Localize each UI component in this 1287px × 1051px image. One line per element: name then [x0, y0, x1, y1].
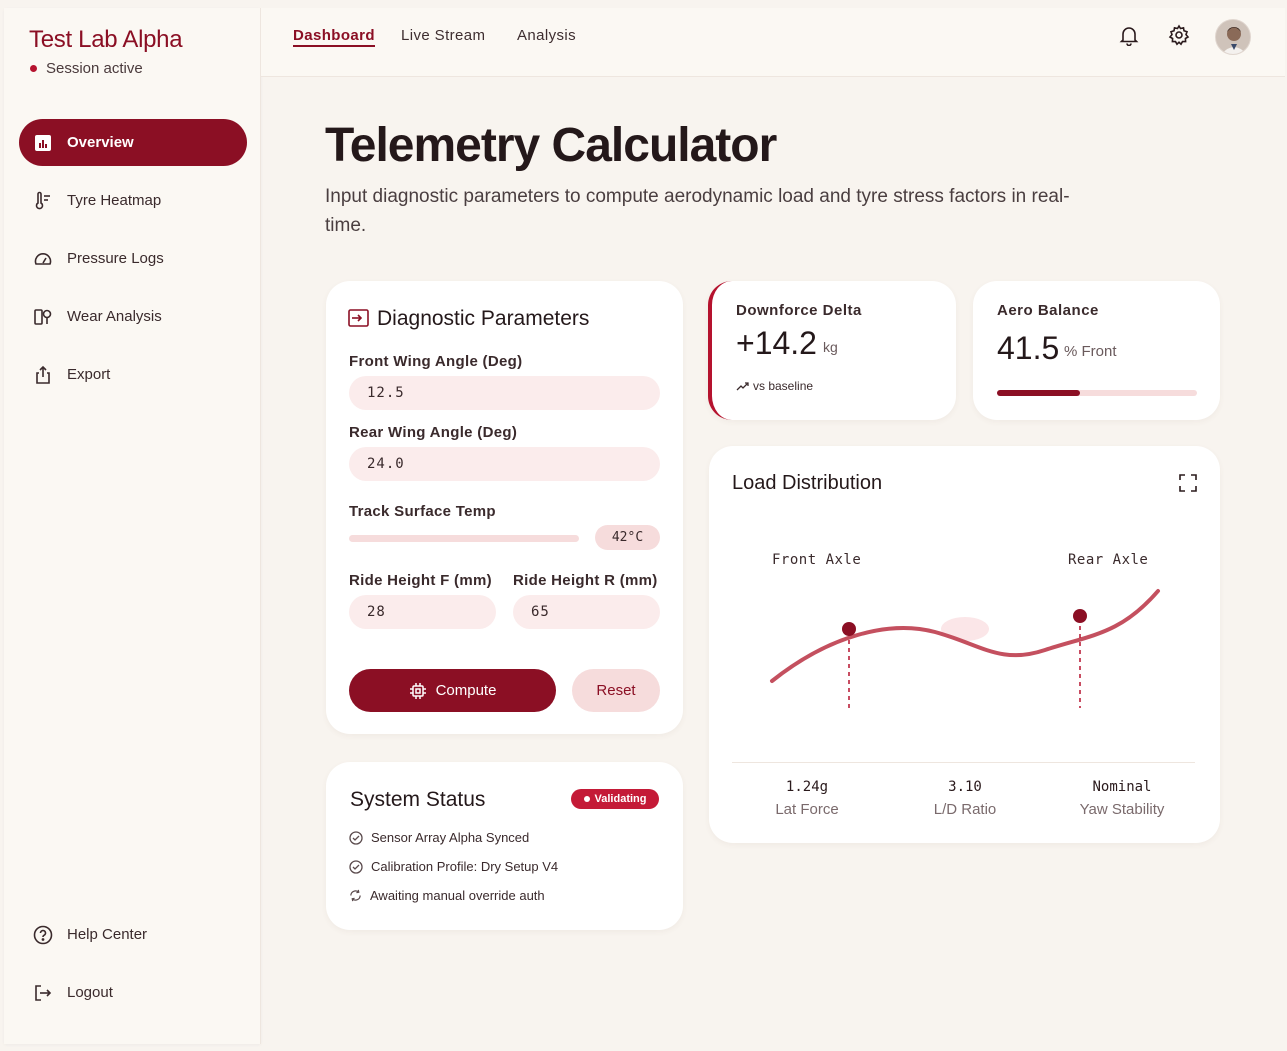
status-dot-icon	[30, 65, 37, 72]
load-title: Load Distribution	[732, 472, 883, 494]
top-navigation: Dashboard Live Stream Analysis	[261, 8, 1285, 77]
track-temp-value: 42°C	[595, 525, 660, 550]
rear-wing-input[interactable]: 24.0	[349, 447, 660, 481]
sidebar-item-label: Pressure Logs	[67, 250, 164, 267]
ride-height-r-label: Ride Height R (mm)	[513, 572, 658, 589]
logout-icon	[35, 984, 52, 1001]
cpu-icon	[409, 682, 426, 699]
divider	[732, 762, 1195, 763]
help-icon	[33, 925, 53, 944]
reset-button[interactable]: Reset	[572, 669, 660, 712]
sidebar-item-help-center[interactable]: Help Center	[19, 911, 247, 958]
tab-dashboard[interactable]: Dashboard	[293, 27, 375, 47]
page-subtitle: Input diagnostic parameters to compute a…	[325, 186, 1070, 236]
badge-dot-icon	[583, 796, 590, 802]
gear-icon[interactable]	[1168, 24, 1190, 46]
page-title: Telemetry Calculator	[325, 119, 777, 172]
sidebar-item-label: Help Center	[67, 926, 148, 943]
sidebar-item-pressure-logs[interactable]: Pressure Logs	[19, 235, 247, 282]
sync-icon	[350, 889, 361, 902]
track-temp-slider[interactable]	[349, 535, 579, 542]
session-indicator: Session active	[30, 60, 143, 77]
gauge-icon	[34, 252, 52, 265]
aero-balance-unit: % Front	[1064, 343, 1117, 360]
status-title: System Status	[350, 788, 486, 811]
avatar[interactable]	[1215, 19, 1251, 55]
front-axle-marker	[842, 622, 856, 636]
status-item-label: Calibration Profile: Dry Setup V4	[371, 859, 559, 874]
status-badge: Validating	[571, 789, 659, 809]
sidebar-item-export[interactable]: Export	[19, 351, 247, 398]
sidebar-item-label: Tyre Heatmap	[67, 192, 162, 209]
aero-balance-label: Aero Balance	[997, 302, 1099, 319]
rear-axle-marker	[1073, 609, 1087, 623]
load-curve-graphic	[770, 589, 1160, 708]
status-item: Awaiting manual override auth	[349, 888, 545, 903]
load-distribution-card	[709, 446, 1220, 843]
aero-balance-card	[973, 281, 1220, 420]
ride-height-f-label: Ride Height F (mm)	[349, 572, 492, 589]
session-label: Session active	[46, 60, 143, 77]
status-item-label: Awaiting manual override auth	[370, 888, 545, 903]
brand-name: Test Lab Alpha	[29, 26, 183, 53]
stat-label: Lat Force	[775, 801, 839, 818]
expand-icon[interactable]	[1178, 473, 1198, 493]
aero-balance-bar-fill	[997, 390, 1080, 396]
load-curve-line	[770, 589, 1160, 683]
stat-label: L/D Ratio	[933, 801, 997, 818]
downforce-value: +14.2	[736, 325, 817, 361]
check-circle-icon	[349, 830, 363, 845]
wear-icon	[34, 308, 52, 325]
bell-icon[interactable]	[1118, 24, 1140, 46]
sidebar: Test Lab Alpha Session active Overview T…	[4, 8, 261, 1044]
chart-icon	[35, 134, 51, 151]
rear-axle-label: Rear Axle	[1068, 552, 1149, 568]
user-avatar-icon	[1216, 20, 1250, 54]
sidebar-item-label: Export	[67, 366, 111, 383]
downforce-trend: vs baseline	[736, 379, 813, 393]
stat-value: Nominal	[1092, 779, 1152, 795]
sidebar-item-overview[interactable]: Overview	[19, 119, 247, 166]
compute-button[interactable]: Compute	[349, 669, 556, 712]
export-icon	[36, 365, 50, 384]
downforce-delta-card	[708, 281, 956, 420]
front-axle-label: Front Axle	[772, 552, 862, 568]
sidebar-item-logout[interactable]: Logout	[19, 969, 247, 1016]
status-badge-label: Validating	[594, 793, 647, 805]
compute-button-label: Compute	[435, 682, 497, 699]
rear-wing-label: Rear Wing Angle (Deg)	[349, 424, 518, 441]
stat-value: 3.10	[948, 779, 982, 795]
sidebar-item-wear-analysis[interactable]: Wear Analysis	[19, 293, 247, 340]
downforce-label: Downforce Delta	[736, 302, 862, 319]
ride-height-f-input[interactable]: 28	[349, 595, 496, 629]
check-circle-icon	[349, 859, 363, 874]
tab-live-stream[interactable]: Live Stream	[401, 27, 486, 44]
params-title: Diagnostic Parameters	[377, 307, 590, 330]
track-temp-label: Track Surface Temp	[349, 503, 496, 520]
highlight-blob	[941, 617, 989, 641]
thermometer-icon	[35, 191, 50, 209]
sidebar-item-label: Wear Analysis	[67, 308, 162, 325]
input-icon	[348, 309, 369, 327]
aero-balance-bar	[997, 390, 1197, 396]
front-wing-input[interactable]: 12.5	[349, 376, 660, 410]
tab-analysis[interactable]: Analysis	[517, 27, 577, 44]
aero-balance-value: 41.5	[997, 330, 1060, 366]
downforce-unit: kg	[823, 339, 838, 355]
front-wing-label: Front Wing Angle (Deg)	[349, 353, 523, 370]
status-item: Sensor Array Alpha Synced	[349, 830, 529, 845]
status-item: Calibration Profile: Dry Setup V4	[349, 859, 558, 874]
stat-label: Yaw Stability	[1079, 801, 1165, 818]
sidebar-item-label: Logout	[67, 984, 113, 1001]
sidebar-item-label: Overview	[67, 134, 134, 151]
diagnostic-parameters-card	[326, 281, 683, 734]
trend-up-icon	[736, 382, 749, 391]
stat-value: 1.24g	[785, 779, 829, 795]
status-item-label: Sensor Array Alpha Synced	[371, 830, 530, 845]
downforce-note: vs baseline	[753, 379, 814, 393]
sidebar-item-tyre-heatmap[interactable]: Tyre Heatmap	[19, 177, 247, 224]
ride-height-r-input[interactable]: 65	[513, 595, 660, 629]
